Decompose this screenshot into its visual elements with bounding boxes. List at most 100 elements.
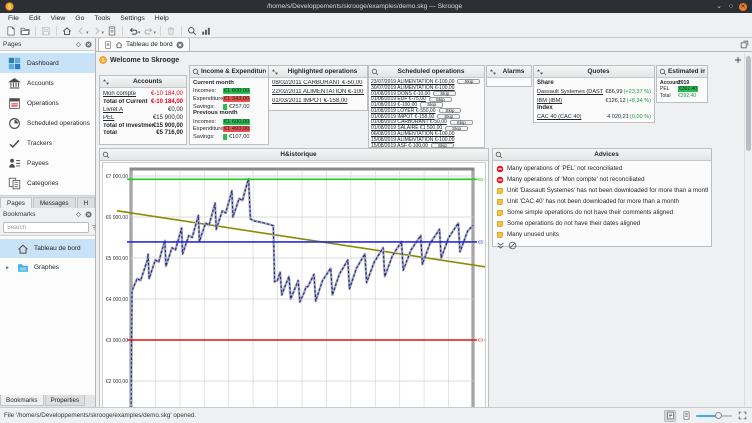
bookmark-item[interactable]: Tableau de bord bbox=[0, 239, 95, 258]
skip-button[interactable]: Skip bbox=[449, 119, 473, 126]
estimated-interest-panel-header[interactable]: Estimated interest bbox=[657, 66, 707, 78]
scheduled-operation-link[interactable]: 01/08/2019 LOYER €-550,00 bbox=[371, 107, 436, 114]
highlighted-operation-link[interactable]: 01/03/2011 IMPOT €-158,00 bbox=[272, 98, 348, 104]
highlighted-operations-panel-header[interactable]: Highlighted operations bbox=[269, 66, 367, 78]
account-link[interactable]: Total of Investment bbox=[103, 122, 153, 129]
zoom-icon[interactable] bbox=[495, 150, 504, 159]
menu-item[interactable]: Edit bbox=[24, 13, 46, 24]
close-window-button[interactable]: ✕ bbox=[739, 2, 747, 11]
bookmarks-dock-header[interactable]: Bookmarks bbox=[0, 208, 95, 220]
bookmark-expander[interactable]: ▸ bbox=[6, 264, 9, 271]
dismiss-advice-button[interactable] bbox=[508, 241, 517, 250]
skip-button[interactable]: Skip bbox=[433, 90, 457, 97]
quote-link[interactable]: IBM (IBM) bbox=[537, 97, 563, 104]
save-button[interactable] bbox=[39, 25, 53, 37]
scheduled-operation-link[interactable]: 06/08/2019 ALIMENTATION €-100,00 bbox=[371, 131, 455, 138]
show-all-advices-button[interactable] bbox=[496, 241, 505, 250]
skip-button[interactable]: Skip bbox=[457, 79, 481, 85]
home-button[interactable] bbox=[60, 25, 74, 37]
scrollbar-thumb[interactable] bbox=[746, 56, 751, 151]
panel-config-icon[interactable] bbox=[489, 67, 498, 76]
advice-item[interactable]: Unit 'Dassault Systemes' has not been do… bbox=[496, 185, 708, 196]
highlighted-operation-link[interactable]: 08/02/2011 CARBURANT €-50,00 bbox=[272, 80, 363, 86]
dock-tab[interactable]: Pages bbox=[0, 197, 32, 208]
account-link[interactable]: Livret A bbox=[103, 106, 124, 113]
shade-window-button[interactable]: ⌄ bbox=[716, 2, 722, 10]
skip-button[interactable]: Skip bbox=[420, 102, 444, 108]
bottom-dock-tab[interactable]: Properties bbox=[44, 395, 86, 406]
bottom-dock-tab[interactable]: Bookmarks bbox=[0, 395, 44, 406]
account-link[interactable]: PEL bbox=[103, 114, 115, 121]
sidebar-page-item[interactable]: Payees bbox=[0, 153, 95, 173]
sidebar-page-item[interactable]: Scheduled operations bbox=[0, 113, 95, 133]
income-expenditure-panel-header[interactable]: Income & Expenditure bbox=[190, 66, 268, 78]
advice-item[interactable]: Some simple operations do not have their… bbox=[496, 207, 708, 218]
advice-item[interactable]: Many operations of 'PEL' not reconciliat… bbox=[496, 163, 708, 174]
skip-button[interactable]: Skip bbox=[428, 96, 452, 102]
menu-item[interactable]: Help bbox=[150, 13, 174, 24]
advice-item[interactable]: Many unused units bbox=[496, 229, 708, 240]
zoom-icon[interactable] bbox=[102, 150, 111, 159]
account-link[interactable]: Mon compte bbox=[103, 90, 137, 97]
historique-panel-header[interactable]: H&istorique bbox=[100, 149, 488, 161]
advices-panel-header[interactable]: Advices bbox=[493, 149, 711, 161]
menu-item[interactable]: View bbox=[46, 13, 71, 24]
new-document-button[interactable] bbox=[4, 25, 18, 37]
alarms-panel-header[interactable]: Alarms bbox=[487, 66, 531, 78]
accounts-panel-header[interactable]: Accounts bbox=[100, 76, 186, 88]
undo-dropdown-caret[interactable]: ▾ bbox=[138, 29, 141, 36]
scheduled-operation-link[interactable]: 01/08/2019 EDF €-75,00 bbox=[371, 96, 426, 103]
zoom-original-button[interactable] bbox=[680, 410, 692, 422]
menu-item[interactable]: File bbox=[3, 13, 24, 24]
account-link[interactable]: Total of Current bbox=[103, 98, 148, 105]
sidebar-page-item[interactable]: Categories bbox=[0, 173, 95, 193]
fit-page-button[interactable] bbox=[664, 409, 676, 422]
sidebar-page-item[interactable]: Dashboard bbox=[0, 53, 95, 73]
vertical-scrollbar[interactable] bbox=[744, 53, 752, 407]
page-button[interactable] bbox=[105, 25, 119, 37]
zoom-slider[interactable] bbox=[696, 411, 732, 421]
redo-button[interactable] bbox=[142, 25, 156, 37]
bookmarks-search-input[interactable] bbox=[3, 222, 89, 233]
quote-link[interactable]: CAC 40 (CAC 40) bbox=[537, 114, 582, 121]
undo-button[interactable] bbox=[126, 25, 140, 37]
advice-item[interactable]: Many operations of 'Mon compte' not reco… bbox=[496, 174, 708, 185]
scheduled-operation-link[interactable]: 01/08/2019 €-100,00 bbox=[371, 102, 418, 109]
panel-config-icon[interactable] bbox=[536, 67, 545, 76]
bookmark-item[interactable]: ▸ Graphes bbox=[0, 258, 95, 277]
sidebar-page-item[interactable]: Operations bbox=[0, 93, 95, 113]
scheduled-operation-link[interactable]: 01/08/2019 SALAIRE €1 500,00 bbox=[371, 125, 443, 132]
menu-item[interactable]: Settings bbox=[115, 13, 150, 24]
skip-button[interactable]: Skip bbox=[438, 108, 462, 114]
detach-tab-button[interactable] bbox=[739, 40, 749, 50]
open-document-button[interactable] bbox=[18, 25, 32, 37]
scheduled-operation-link[interactable]: 23/07/2019 ALIMENTATION €-100,00 bbox=[371, 78, 455, 85]
delete-button[interactable] bbox=[164, 25, 178, 37]
scheduled-operation-link[interactable]: 01/08/2019 IMPOT €-158,00 bbox=[371, 113, 435, 120]
forward-button[interactable] bbox=[90, 25, 104, 37]
skip-button[interactable]: Skip bbox=[437, 114, 461, 120]
titlebar[interactable]: S /home/s/Developpements/skrooge/example… bbox=[0, 0, 752, 13]
account-link[interactable]: Total bbox=[103, 130, 117, 137]
scheduled-operation-link[interactable]: 30/07/2019 ALIMENTATION €-100,00 bbox=[371, 84, 455, 91]
zoom-icon[interactable] bbox=[371, 67, 380, 76]
close-tab-icon[interactable] bbox=[176, 41, 184, 49]
close-dock-icon[interactable] bbox=[84, 40, 92, 48]
sidebar-page-item[interactable]: Trackers bbox=[0, 133, 95, 153]
quotes-panel-header[interactable]: Quotes bbox=[534, 66, 654, 78]
highlighted-operation-link[interactable]: 22/02/2011 ALIMENTATION €-100,00 bbox=[272, 89, 364, 95]
statistics-button[interactable] bbox=[199, 25, 213, 37]
historique-chart-body[interactable]: €7 000,00 €6 000,00 €5 000,00 €4 000,00 €3 0… bbox=[102, 162, 486, 407]
dock-tab[interactable]: H bbox=[76, 197, 95, 208]
panel-config-icon[interactable] bbox=[271, 67, 280, 76]
zoom-icon[interactable] bbox=[192, 67, 201, 76]
redo-dropdown-caret[interactable]: ▾ bbox=[153, 29, 157, 36]
menu-item[interactable]: Tools bbox=[89, 13, 115, 24]
scheduled-operation-link[interactable]: 15/08/2019 ASF €-100,00 bbox=[371, 142, 428, 149]
quote-link[interactable]: Dassault Systemes (DASTY) bbox=[537, 89, 604, 96]
dock-tab[interactable]: Messages bbox=[32, 197, 76, 208]
advice-item[interactable]: Some operations do not have their dates … bbox=[496, 218, 708, 229]
forward-dropdown-caret[interactable]: ▾ bbox=[101, 29, 105, 36]
advice-item[interactable]: Unit 'CAC 40' has not been downloaded fo… bbox=[496, 196, 708, 207]
back-button[interactable] bbox=[74, 25, 88, 37]
